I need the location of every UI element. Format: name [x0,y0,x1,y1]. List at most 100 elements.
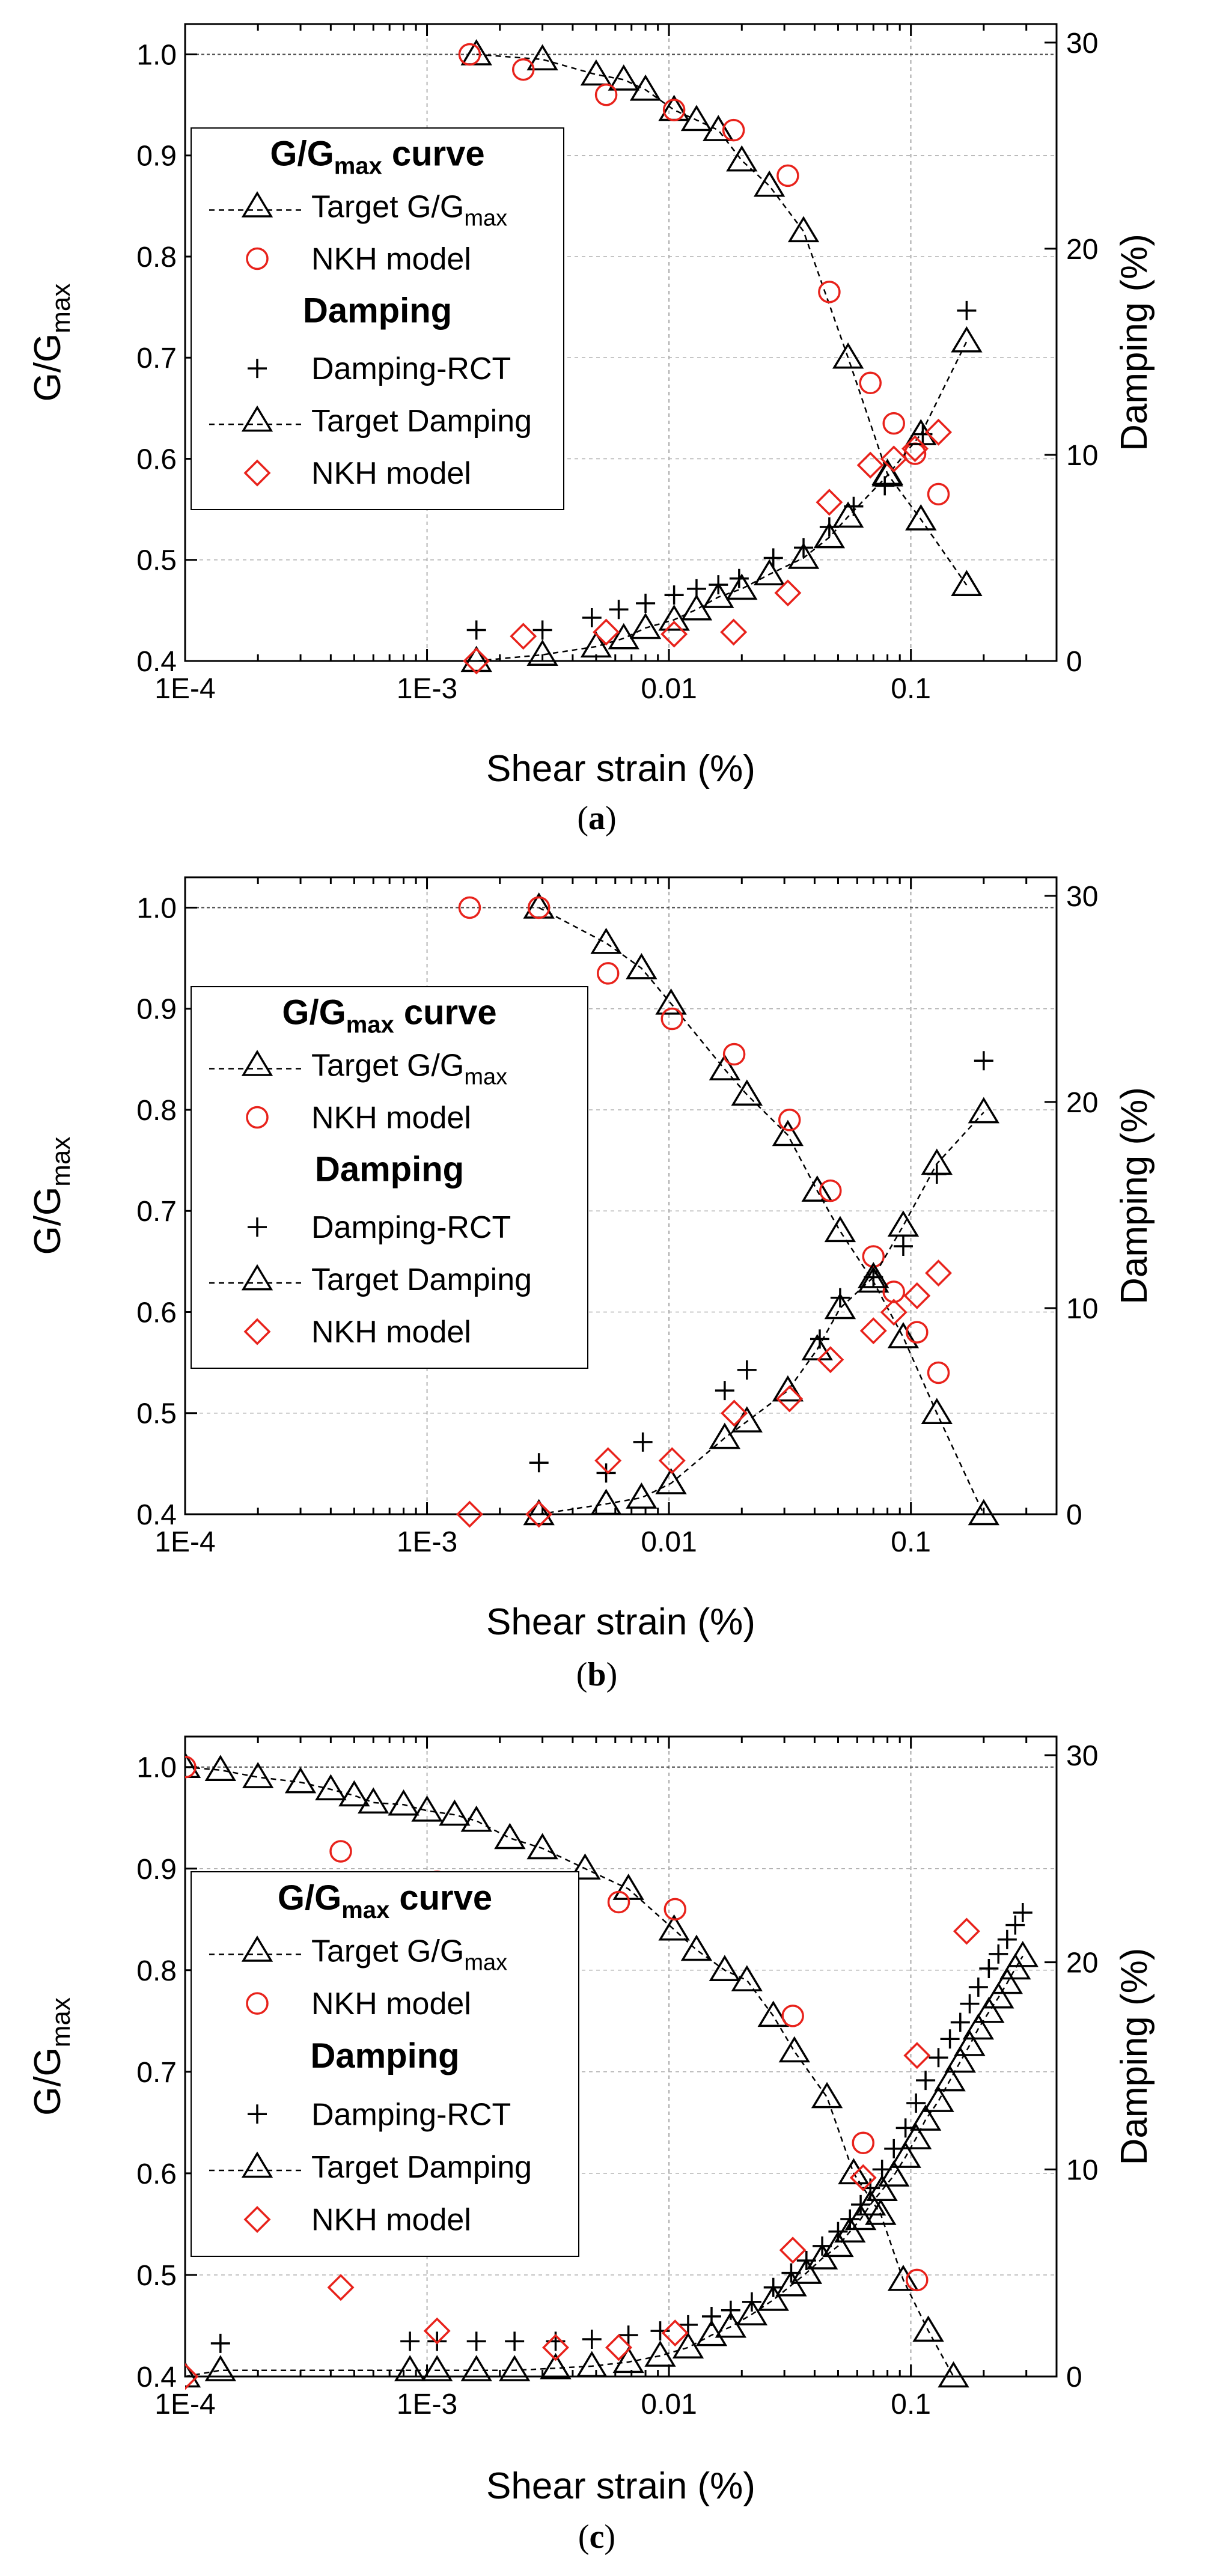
legend-heading-ggmax: G/Gmax curve [270,135,484,180]
legend-heading-damping-main: Damping [315,1150,464,1189]
data-point-diamond [605,2334,632,2361]
legend-item-nkh-ggmax-label: NKH model [311,242,471,276]
data-point-triangle [460,39,492,65]
data-point-triangle [569,1853,601,1880]
y-left-title-main: G/G [27,2047,69,2116]
data-point-triangle [526,1833,558,1860]
data-point-triangle [703,582,734,608]
y-left-title-sub: max [46,1137,76,1187]
x-tick-label: 0.1 [891,1526,931,1558]
data-point-triangle [388,1789,419,1816]
legend-heading-ggmax-sub: max [341,1897,389,1923]
data-point-triangle [338,1780,370,1807]
series-4 [456,1259,952,1528]
data-point-triangle [905,504,937,531]
x-tick-label: 1E-4 [154,1526,215,1558]
legend-heading-ggmax-main: G/G [282,993,346,1032]
y-left-tick-label: 1.0 [136,892,177,924]
data-point-triangle [951,570,983,597]
data-point-plus [997,1929,1017,1949]
data-point-triangle [801,1334,833,1360]
data-point-triangle [498,2355,531,2381]
data-point-plus [884,2139,904,2158]
data-point-triangle [968,1499,1000,1526]
y-right-tick-label: 0 [1066,1499,1082,1531]
data-point-diamond [859,1317,887,1345]
data-point-triangle [608,64,639,91]
series-line [185,1766,954,2377]
data-point-diamond [880,445,907,473]
data-point-diamond [525,1500,553,1528]
data-point-triangle [460,1805,492,1832]
legend-item-nkh-damping-label-main: NKH model [311,456,471,491]
data-point-triangle [938,2361,969,2388]
data-point-diamond [925,418,952,446]
data-point-circle [882,1280,905,1303]
chart-a-svg: 1E-4 1E-3 0.01 0.1 0.4 0.5 0.6 0.7 0.8 0.9 1.0 0 10 2… [27,23,1155,837]
panel-label: (b) [576,1656,617,1693]
x-tick-label: 0.01 [641,1526,697,1558]
data-point-triangle [787,543,820,569]
y-right-tick-label: 20 [1066,234,1098,266]
data-point-triangle [832,501,864,528]
data-point-circle [527,896,551,919]
x-axis-title: Shear strain (%) [486,1601,755,1643]
data-point-triangle [832,342,864,369]
data-point-triangle [204,2355,237,2381]
data-point-triangle [887,2265,920,2291]
data-point-triangle [731,1079,763,1106]
y-left-title-main: G/G [27,1187,69,1255]
legend-item-nkh-damping-label-main: NKH model [311,2203,471,2238]
legend-item-target-damping-label-main: Target Damping [311,404,532,439]
data-point-plus [1005,1915,1025,1935]
data-point-triangle [934,2065,966,2092]
legend-item-target-ggmax-marker [241,1050,273,1076]
y-right-axis-title: Damping (%) [1114,1087,1155,1305]
x-tick-label: 1E-3 [397,673,457,705]
legend-item-nkh-ggmax-label: NKH model [311,1100,471,1135]
data-point-triangle [973,1996,1005,2023]
legend-item-target-damping-marker [241,2151,273,2178]
data-point-triangle [580,631,612,658]
data-point-triangle [540,2352,572,2380]
data-point-triangle [439,1799,471,1826]
y-right-tick-label: 0 [1066,2361,1082,2393]
series-1 [458,43,950,506]
legend-item-nkh-damping-marker [243,459,271,487]
panel-label: (c) [578,2518,615,2556]
series-line [185,1955,1023,2378]
series-2 [529,1051,993,1483]
series-3 [185,1940,1039,2388]
y-right-tick-label: 30 [1066,881,1098,913]
y-left-tick-label: 0.9 [136,141,177,172]
data-point-triangle [757,2000,789,2027]
legend-item-target-ggmax-marker [241,1935,273,1962]
legend-item-target-ggmax-label-main: Target G/G [311,1048,464,1083]
data-point-plus [529,1453,549,1473]
series-0 [523,892,1000,1526]
data-point-plus [582,607,602,627]
data-point-triangle [887,1322,920,1348]
data-point-triangle [824,1293,856,1320]
data-point-diamond [816,489,843,516]
data-point-circle [458,43,481,66]
data-point-plus [864,1267,883,1287]
legend-box [191,127,564,510]
legend-item-nkh-ggmax-label-main: NKH model [311,1987,471,2021]
legend-heading-ggmax-tail: curve [382,135,485,174]
data-point-triangle [844,2203,877,2230]
data-point-triangle [709,1054,741,1080]
y-right-tick-label: 0 [1066,646,1082,678]
data-point-diamond [880,1299,907,1326]
legend-item-nkh-ggmax-label-main: NKH model [311,242,471,276]
legend-item-target-ggmax-label: Target G/Gmax [311,189,507,231]
data-point-diamond [953,1917,980,1945]
chart-c-svg: 1E-4 1E-3 0.01 0.1 0.4 0.5 0.6 0.7 0.8 0.9 1.0 0 10 2… [27,1735,1155,2556]
legend-item-nkh-ggmax-marker [246,1106,269,1129]
legend-item-damping-rct-marker [248,2104,267,2124]
y-left-tick-label: 0.8 [136,1095,177,1127]
data-point-triangle [703,115,734,141]
y-left-title-sub: max [46,284,76,333]
data-point-circle [862,1245,885,1268]
chart-panel-a: 1E-4 1E-3 0.01 0.1 0.4 0.5 0.6 0.7 0.8 0.9 1.0 0 10 2… [0,0,1211,853]
